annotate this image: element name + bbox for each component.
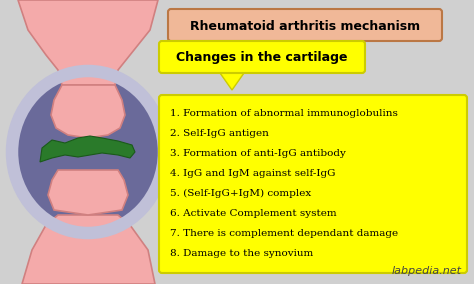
Text: 8. Damage to the synovium: 8. Damage to the synovium <box>170 248 313 258</box>
Text: 6. Activate Complement system: 6. Activate Complement system <box>170 208 337 218</box>
FancyBboxPatch shape <box>159 95 467 273</box>
Polygon shape <box>40 136 135 162</box>
Text: 2. Self-IgG antigen: 2. Self-IgG antigen <box>170 128 269 137</box>
FancyBboxPatch shape <box>159 41 365 73</box>
Text: 7. There is complement dependant damage: 7. There is complement dependant damage <box>170 229 398 237</box>
Text: Rheumatoid arthritis mechanism: Rheumatoid arthritis mechanism <box>190 20 420 32</box>
Ellipse shape <box>12 71 164 233</box>
Text: 1. Formation of abnormal immunoglobulins: 1. Formation of abnormal immunoglobulins <box>170 108 398 118</box>
Polygon shape <box>22 215 155 284</box>
Text: 4. IgG and IgM against self-IgG: 4. IgG and IgM against self-IgG <box>170 168 336 178</box>
Text: labpedia.net: labpedia.net <box>392 266 462 276</box>
Polygon shape <box>51 85 125 138</box>
Polygon shape <box>48 170 128 215</box>
Text: 5. (Self-IgG+IgM) complex: 5. (Self-IgG+IgM) complex <box>170 189 311 198</box>
Polygon shape <box>220 73 244 90</box>
Polygon shape <box>18 0 158 85</box>
Text: 3. Formation of anti-IgG antibody: 3. Formation of anti-IgG antibody <box>170 149 346 158</box>
FancyBboxPatch shape <box>168 9 442 41</box>
Text: Changes in the cartilage: Changes in the cartilage <box>176 51 348 64</box>
